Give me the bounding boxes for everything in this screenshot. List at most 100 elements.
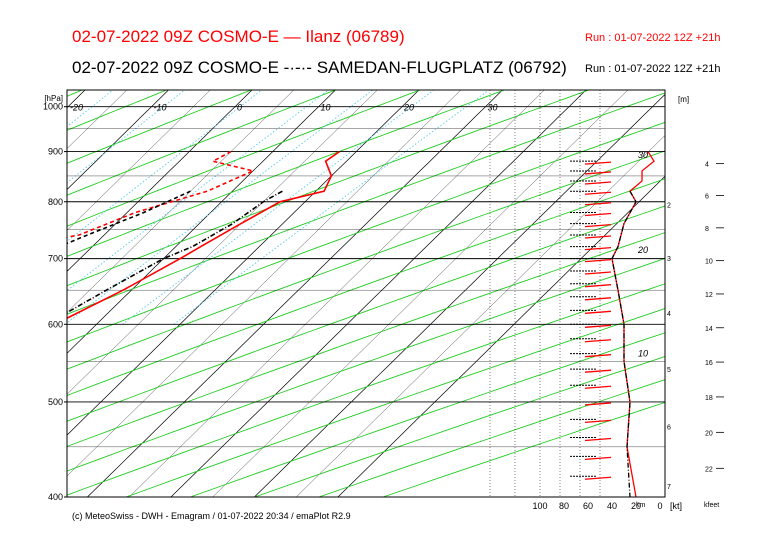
wind-arrow-ilanz bbox=[584, 437, 612, 442]
wind-arrow-ilanz bbox=[584, 476, 612, 480]
isotherm-line bbox=[296, 135, 665, 497]
isotherm-line bbox=[67, 90, 86, 109]
isotherm-line bbox=[67, 90, 336, 354]
wind-arrow-ilanz bbox=[584, 324, 612, 328]
dry-adiabat-line bbox=[67, 257, 665, 472]
wind-arrow-ilanz bbox=[584, 171, 612, 175]
isotherm-line bbox=[67, 90, 253, 272]
isotherm-line bbox=[254, 93, 665, 497]
isotherm-line bbox=[0, 90, 2, 497]
pressure-tick-label: 700 bbox=[48, 254, 63, 264]
kfeet-label: 8 bbox=[705, 226, 709, 233]
dry-adiabat-line bbox=[67, 90, 590, 287]
profile-line bbox=[67, 150, 340, 320]
mixing-ratio-line bbox=[0, 90, 26, 324]
dry-adiabat-line bbox=[67, 178, 665, 396]
dry-adiabat-line bbox=[67, 90, 167, 131]
wind-arrow-ilanz bbox=[584, 191, 612, 195]
isotherm-line bbox=[67, 90, 211, 231]
isotherm-label: -10 bbox=[154, 103, 167, 113]
isotherm-line bbox=[67, 90, 378, 395]
kfeet-label: 18 bbox=[705, 395, 713, 402]
dry-adiabat-line bbox=[67, 90, 252, 164]
title-samedan: 02-07-2022 09Z COSMO-E -·-·- SAMEDAN-FLU… bbox=[72, 58, 567, 78]
wind-speed-tick-label: 0 bbox=[657, 501, 662, 511]
height-km-label: 3 bbox=[667, 256, 671, 263]
dry-adiabat-line bbox=[67, 283, 665, 496]
pressure-tick-label: 500 bbox=[48, 397, 63, 407]
dry-adiabat-line bbox=[67, 92, 665, 315]
mixing-ratio-line bbox=[173, 90, 490, 325]
pressure-tick-label: 800 bbox=[48, 197, 63, 207]
legend-samedan-line-icon: -·-·- bbox=[283, 58, 312, 77]
wind-arrow-ilanz bbox=[584, 223, 612, 228]
footer-credit: (c) MeteoSwiss - DWH - Emagram / 01-07-2… bbox=[72, 511, 351, 521]
wind-arrow-ilanz bbox=[584, 161, 612, 165]
dry-adiabat-line bbox=[67, 232, 665, 447]
wind-arrow-ilanz bbox=[584, 271, 612, 275]
wind-speed-tick-label: 100 bbox=[532, 501, 547, 511]
wind-speed-inline-label: 20 bbox=[637, 245, 648, 255]
wind-speed-tick-label: 40 bbox=[607, 501, 617, 511]
wind-arrow-ilanz bbox=[584, 181, 612, 185]
dry-adiabat-line bbox=[318, 379, 665, 497]
pressure-tick-label: 900 bbox=[48, 147, 63, 157]
kfeet-label: 6 bbox=[705, 194, 709, 201]
dry-adiabat-line bbox=[67, 90, 83, 97]
kfeet-label: 4 bbox=[705, 162, 709, 169]
isotherm-label: 30 bbox=[488, 103, 498, 113]
height-km-label: 7 bbox=[667, 484, 671, 491]
isotherm-label: 10 bbox=[321, 103, 331, 113]
isotherm-line bbox=[67, 90, 169, 191]
height-km-label: 4 bbox=[667, 311, 671, 318]
mixing-ratio-line bbox=[67, 90, 374, 324]
height-km-label: 5 bbox=[667, 367, 671, 374]
isotherm-label: 0 bbox=[237, 103, 242, 113]
wind-arrow-ilanz bbox=[584, 369, 612, 373]
kfeet-label: 22 bbox=[705, 466, 713, 473]
wind-arrow-ilanz bbox=[584, 339, 612, 343]
height-m-label: [m] bbox=[678, 95, 689, 104]
wind-arrow-ilanz bbox=[584, 354, 612, 358]
isotherm-line bbox=[67, 90, 420, 436]
mixing-ratio-line bbox=[67, 90, 262, 242]
wind-unit-label: [kt] bbox=[670, 501, 682, 511]
mixing-ratio-line bbox=[122, 90, 435, 325]
run-info-samedan: Run : 01-07-2022 12Z +21h bbox=[585, 63, 721, 75]
profile-line bbox=[67, 190, 283, 314]
profile-line bbox=[67, 190, 191, 245]
isotherm-line bbox=[212, 90, 628, 497]
height-km-label: 2 bbox=[667, 203, 671, 210]
dry-adiabat-line bbox=[125, 308, 665, 497]
title-samedan-station: SAMEDAN-FLUGPLATZ (06792) bbox=[316, 58, 567, 77]
kfeet-unit-label: kfeet bbox=[704, 502, 719, 509]
kfeet-label: 14 bbox=[705, 326, 713, 333]
dry-adiabat-line bbox=[67, 121, 665, 343]
wind-speed-tick-label: 20 bbox=[631, 501, 641, 511]
isotherm-line bbox=[129, 90, 545, 497]
kfeet-label: 16 bbox=[705, 360, 713, 367]
wind-arrow-ilanz bbox=[584, 456, 612, 461]
title-ilanz-model: 02-07-2022 09Z COSMO-E bbox=[72, 27, 279, 46]
isotherm-line bbox=[337, 175, 665, 497]
wind-speed-inline-label: 30 bbox=[638, 150, 648, 160]
dry-adiabat-line bbox=[67, 90, 421, 227]
legend-ilanz-line-icon: — bbox=[283, 27, 301, 46]
isotherm-line bbox=[67, 90, 127, 149]
wind-arrow-ilanz bbox=[584, 258, 612, 263]
pressure-tick-label: 1000 bbox=[43, 102, 63, 112]
isotherm-line bbox=[87, 90, 503, 497]
wind-arrow-ilanz bbox=[584, 246, 612, 251]
wind-arrow-ilanz bbox=[584, 402, 612, 406]
wind-arrow-ilanz bbox=[584, 284, 612, 288]
wind-arrow-ilanz bbox=[584, 310, 612, 314]
kfeet-label: 10 bbox=[705, 259, 713, 266]
wind-speed-inline-label: 10 bbox=[638, 349, 648, 359]
km-label: km bbox=[636, 502, 646, 509]
dry-adiabat-line bbox=[67, 150, 665, 370]
plot-frame bbox=[66, 89, 666, 498]
mixing-ratio-line bbox=[67, 90, 114, 128]
dry-adiabat-line bbox=[190, 332, 665, 497]
wind-arrow-ilanz bbox=[584, 419, 612, 423]
